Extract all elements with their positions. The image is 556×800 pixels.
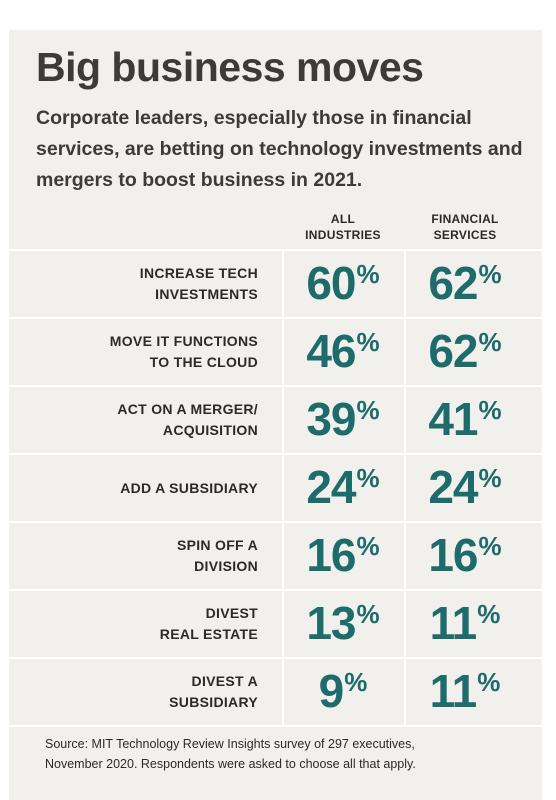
value-cell: 11% (400, 664, 530, 718)
value-cell: 24% (278, 460, 408, 514)
source-line: November 2020. Respondents were asked to… (45, 757, 416, 771)
value-label: 16 (306, 529, 356, 581)
infographic-card (9, 30, 542, 800)
row-label-line: DIVEST A (191, 673, 258, 689)
row-label: SPIN OFF A DIVISION (40, 535, 258, 577)
value-label: 62 (428, 257, 478, 309)
value-label: 46 (306, 325, 356, 377)
row-divider (9, 521, 542, 523)
column-header-line: INDUSTRIES (305, 228, 381, 242)
row-divider (9, 725, 542, 727)
source-note: Source: MIT Technology Review Insights s… (45, 734, 416, 774)
value-cell: 24% (400, 460, 530, 514)
row-label-line: DIVEST (205, 605, 258, 621)
row-label-line: TO THE CLOUD (149, 354, 258, 370)
column-header-line: SERVICES (433, 228, 497, 242)
row-label-line: SPIN OFF A (176, 537, 258, 553)
row-divider (9, 453, 542, 455)
row-label-line: ADD A SUBSIDIARY (120, 479, 258, 496)
value-label: 9 (318, 665, 345, 717)
value-label: 13 (306, 597, 356, 649)
percent-sign: % (356, 599, 380, 629)
column-header-line: ALL (330, 212, 356, 226)
value-cell: 46% (278, 324, 408, 378)
percent-sign: % (477, 667, 501, 697)
value-label: 24 (428, 461, 478, 513)
percent-sign: % (356, 259, 380, 289)
value-cell: 39% (278, 392, 408, 446)
column-header: ALL INDUSTRIES (281, 211, 405, 243)
row-label: INCREASE TECH INVESTMENTS (40, 263, 258, 305)
percent-sign: % (344, 667, 368, 697)
row-label: DIVEST REAL ESTATE (40, 603, 258, 645)
row-divider (9, 249, 542, 251)
row-label-line: MOVE IT FUNCTIONS (109, 333, 258, 349)
chart-subtitle: Corporate leaders, especially those in f… (36, 107, 523, 191)
percent-sign: % (477, 599, 501, 629)
value-cell: 62% (400, 324, 530, 378)
row-label: ACT ON A MERGER/ACQUISITION (40, 399, 258, 441)
row-label-line: SUBSIDIARY (169, 694, 258, 710)
row-label-line: INVESTMENTS (155, 286, 258, 302)
row-divider (9, 589, 542, 591)
percent-sign: % (478, 531, 502, 561)
row-divider (9, 317, 542, 319)
value-label: 62 (428, 325, 478, 377)
row-label: MOVE IT FUNCTIONS TO THE CLOUD (40, 331, 258, 373)
percent-sign: % (356, 395, 380, 425)
row-label: DIVEST A SUBSIDIARY (40, 671, 258, 713)
row-divider (9, 657, 542, 659)
value-label: 24 (306, 461, 356, 513)
row-label: ADD A SUBSIDIARY (40, 478, 258, 499)
value-cell: 16% (278, 528, 408, 582)
value-cell: 62% (400, 256, 530, 310)
value-cell: 60% (278, 256, 408, 310)
row-label-line: ACT ON A MERGER/ (117, 401, 258, 417)
value-label: 60 (306, 257, 356, 309)
percent-sign: % (356, 327, 380, 357)
percent-sign: % (478, 327, 502, 357)
row-label-line: REAL ESTATE (159, 626, 258, 642)
percent-sign: % (478, 395, 502, 425)
row-label-line: ACQUISITION (162, 422, 258, 438)
value-cell: 13% (278, 596, 408, 650)
row-divider (9, 385, 542, 387)
value-label: 41 (428, 393, 478, 445)
value-cell: 11% (400, 596, 530, 650)
column-divider (282, 250, 284, 726)
value-label: 11 (429, 665, 478, 717)
value-cell: 16% (400, 528, 530, 582)
chart-title: Big business moves (36, 44, 424, 90)
value-cell: 9% (278, 664, 408, 718)
percent-sign: % (478, 463, 502, 493)
percent-sign: % (356, 531, 380, 561)
value-label: 11 (429, 597, 478, 649)
row-label-line: DIVISION (194, 558, 258, 574)
column-divider (404, 250, 406, 726)
value-label: 16 (428, 529, 478, 581)
percent-sign: % (478, 259, 502, 289)
row-label-line: INCREASE TECH (139, 265, 258, 281)
column-header-line: FINANCIAL (431, 212, 499, 226)
source-line: Source: MIT Technology Review Insights s… (45, 737, 415, 751)
value-label: 39 (306, 393, 356, 445)
value-cell: 41% (400, 392, 530, 446)
percent-sign: % (356, 463, 380, 493)
column-header: FINANCIAL SERVICES (403, 211, 527, 243)
